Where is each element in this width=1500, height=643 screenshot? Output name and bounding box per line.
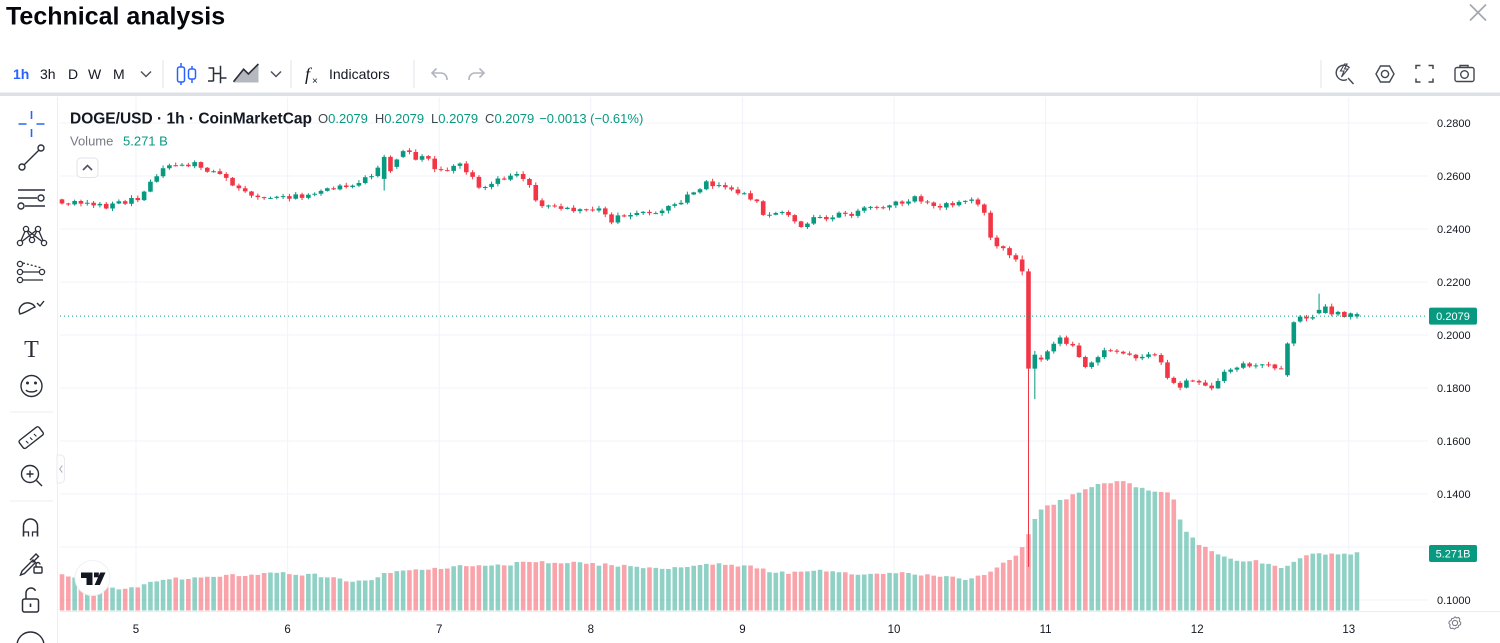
svg-text:0.2200: 0.2200 xyxy=(1437,277,1471,289)
svg-text:0.2079: 0.2079 xyxy=(1436,311,1470,323)
svg-text:11: 11 xyxy=(1040,624,1052,636)
svg-text:0.1000: 0.1000 xyxy=(1437,595,1471,607)
svg-text:5.271B: 5.271B xyxy=(1436,549,1471,561)
svg-text:5.271 B: 5.271 B xyxy=(123,134,168,149)
svg-text:12: 12 xyxy=(1191,624,1204,636)
svg-text:10: 10 xyxy=(888,624,901,636)
svg-text:D: D xyxy=(68,66,78,82)
svg-text:0.2600: 0.2600 xyxy=(1437,171,1471,183)
svg-text:Technical analysis: Technical analysis xyxy=(6,3,225,31)
svg-text:5: 5 xyxy=(133,624,139,636)
svg-text:9: 9 xyxy=(739,624,745,636)
svg-text:×: × xyxy=(312,76,318,87)
svg-text:0.1400: 0.1400 xyxy=(1437,489,1471,501)
svg-text:Volume: Volume xyxy=(70,134,113,149)
svg-text:M: M xyxy=(113,66,125,82)
svg-text:0.1600: 0.1600 xyxy=(1437,436,1471,448)
svg-text:6: 6 xyxy=(284,624,290,636)
svg-text:13: 13 xyxy=(1342,624,1355,636)
svg-text:DOGE/USD · 1h · CoinMarketCap: DOGE/USD · 1h · CoinMarketCap xyxy=(70,111,312,128)
svg-text:W: W xyxy=(88,66,102,82)
svg-text:0.2000: 0.2000 xyxy=(1437,330,1471,342)
svg-text:3h: 3h xyxy=(40,66,56,82)
svg-text:8: 8 xyxy=(588,624,594,636)
svg-text:Indicators: Indicators xyxy=(329,66,390,82)
svg-text:1h: 1h xyxy=(13,66,29,82)
svg-text:T: T xyxy=(24,337,39,363)
svg-text:0.1800: 0.1800 xyxy=(1437,383,1471,395)
svg-text:0.2800: 0.2800 xyxy=(1437,118,1471,130)
svg-text:0.2400: 0.2400 xyxy=(1437,224,1471,236)
svg-text:f: f xyxy=(305,64,313,84)
svg-text:7: 7 xyxy=(436,624,442,636)
